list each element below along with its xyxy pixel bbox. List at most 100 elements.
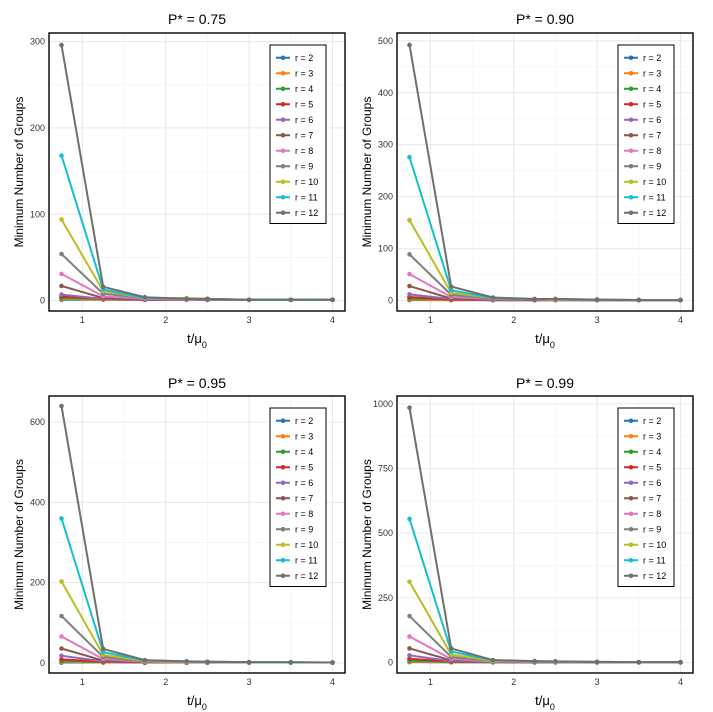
legend-item: r = 11 [624,555,666,565]
plot-border [396,32,694,312]
legend-label: r = 5 [295,462,313,472]
data-point [205,296,210,302]
chart-title: P* = 0.75 [168,11,226,27]
legend-item: r = 9 [624,524,661,534]
legend-key-point [628,526,634,532]
x-tick-label: 3 [247,677,252,687]
legend-item: r = 7 [624,493,661,503]
data-point [407,579,412,584]
y-tick-label: 1000 [373,399,393,409]
legend-key-point [280,418,286,424]
legend-label: r = 9 [295,524,313,534]
legend-key-point [628,542,634,548]
legend-key-point [628,464,634,470]
data-point [448,646,454,651]
data-point [59,653,64,659]
legend-label: r = 6 [295,478,313,488]
data-point [59,251,64,257]
legend-item: r = 6 [624,478,661,488]
y-tick-label: 200 [378,192,393,202]
panel-2: 1 2 3 4 0 100 200 300 400 500 P* = 0.90 t/μ0 Minimum… [360,11,694,350]
x-tick-label: 4 [330,677,335,687]
data-point [184,659,189,664]
legend-label: r = 7 [295,493,313,503]
legend-key-point [280,449,286,455]
legend-label: r = 5 [643,99,661,109]
legend-item: r = 8 [624,509,661,519]
legend-key-point [280,70,286,76]
data-point [59,613,64,619]
legend-item: r = 2 [624,416,661,426]
x-axis-label: t/μ0 [187,693,207,712]
legend-key-point [280,101,286,107]
legend-item: r = 8 [276,509,313,519]
data-point [59,153,64,158]
data-point [636,297,642,303]
legend-key-point [280,55,286,61]
x-tick-label: 3 [247,315,252,325]
plot-border [48,32,346,312]
y-tick-label: 400 [30,497,45,507]
legend-item: r = 5 [276,99,313,109]
legend-key-point [280,495,286,501]
legend-item: r = 4 [624,84,661,94]
legend-label: r = 4 [643,447,661,457]
y-tick-label: 0 [40,296,45,306]
data-point [59,646,64,651]
data-point [59,271,64,277]
legend-item: r = 10 [624,540,666,550]
data-point [407,217,412,223]
data-point [330,297,335,303]
data-point [594,297,600,302]
legend-item: r = 12 [624,208,666,218]
legend-label: r = 12 [643,208,666,218]
legend-item: r = 6 [276,115,313,125]
data-point [448,284,454,289]
legend-item: r = 6 [624,115,661,125]
y-tick-label: 100 [30,209,45,219]
y-tick-label: 300 [378,140,393,150]
legend-key-point [628,449,634,455]
chart-title: P* = 0.95 [168,375,226,391]
legend-item: r = 5 [624,99,661,109]
data-point [288,659,294,665]
series-line-r12 [60,405,333,664]
legend-label: r = 4 [643,84,661,94]
legend-item: r = 3 [276,68,313,78]
legend-label: r = 10 [295,177,318,187]
data-point [205,659,210,665]
y-tick-label: 0 [388,296,393,306]
legend-key-point [280,210,286,216]
legend-item: r = 8 [276,146,313,156]
data-point [407,292,412,297]
legend-label: r = 10 [643,540,666,550]
legend-label: r = 6 [643,478,661,488]
legend-label: r = 4 [295,84,313,94]
legend-key-point [280,132,286,138]
legend-label: r = 8 [643,146,661,156]
legend-key-point [628,557,634,563]
x-tick-label: 4 [678,677,683,687]
legend-label: r = 12 [295,571,318,581]
legend-label: r = 8 [643,509,661,519]
x-axis-label: t/μ0 [535,331,555,350]
data-point [59,292,64,297]
legend-item: r = 11 [276,192,318,202]
y-tick-label: 200 [30,578,45,588]
data-point [678,297,683,303]
data-point [407,646,412,651]
legend-item: r = 10 [624,177,666,187]
legend-item: r = 3 [624,431,661,441]
data-point [246,659,252,665]
x-tick-label: 4 [678,315,683,325]
legend-label: r = 3 [295,68,313,78]
x-tick-label: 1 [428,677,433,687]
legend-item: r = 4 [276,84,313,94]
x-tick-label: 2 [511,315,516,325]
y-tick-label: 400 [378,88,393,98]
legend-item: r = 5 [624,462,661,472]
y-tick-label: 500 [378,528,393,538]
legend-item: r = 3 [276,431,313,441]
legend-key-point [628,179,634,185]
